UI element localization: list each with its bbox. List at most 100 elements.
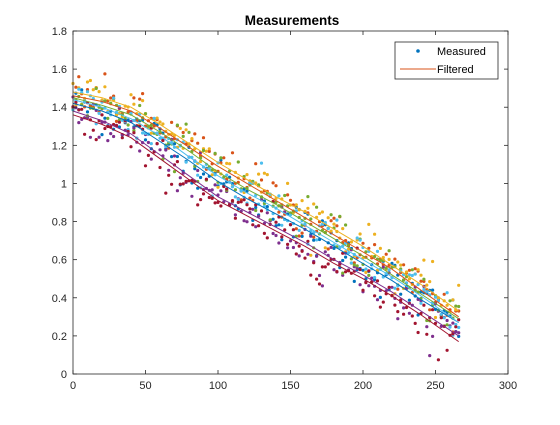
measured-point <box>419 279 423 283</box>
measured-point <box>236 200 240 204</box>
measured-point <box>74 85 78 89</box>
measured-point <box>300 199 304 203</box>
measured-point <box>410 268 414 272</box>
measured-point <box>416 282 420 287</box>
measured-point <box>233 216 237 220</box>
measured-point <box>199 159 203 164</box>
measured-point <box>225 187 229 191</box>
measured-point <box>94 138 98 142</box>
measured-point <box>410 273 414 278</box>
measured-point <box>149 157 153 161</box>
measured-point <box>274 233 278 238</box>
legend[interactable]: Measured Filtered <box>394 41 499 80</box>
measured-point <box>323 265 327 269</box>
measured-point <box>396 260 400 264</box>
measured-point <box>297 244 301 248</box>
measured-point <box>123 116 127 120</box>
measured-point <box>109 96 113 100</box>
measured-point <box>103 72 107 76</box>
measured-point <box>375 249 380 253</box>
measured-point <box>164 148 168 152</box>
measured-point <box>306 195 310 199</box>
measured-point <box>149 131 153 135</box>
measured-point <box>396 317 400 321</box>
measured-point <box>402 312 406 316</box>
measured-point <box>332 216 336 220</box>
measured-point <box>97 135 101 139</box>
measured-point <box>155 116 159 120</box>
measured-point <box>97 111 101 115</box>
measured-point <box>138 97 142 101</box>
measured-point <box>155 142 159 146</box>
measured-point <box>265 236 269 240</box>
measured-point <box>422 303 426 307</box>
measured-point <box>306 239 310 243</box>
measured-point <box>143 112 148 116</box>
measured-point <box>268 218 272 222</box>
measured-point <box>242 198 246 202</box>
measured-point <box>262 231 266 235</box>
measured-point <box>422 287 426 292</box>
measured-point <box>352 263 356 267</box>
legend-measured-marker <box>416 49 420 53</box>
measured-point <box>442 292 446 296</box>
measured-point <box>91 88 95 92</box>
measured-point <box>225 161 229 165</box>
measured-point <box>442 316 446 320</box>
y-tick-label: 1 <box>61 178 67 190</box>
measured-point <box>445 318 449 323</box>
measured-point <box>384 252 388 256</box>
measured-point <box>320 265 324 269</box>
measured-point <box>149 142 153 146</box>
y-tick-label: 0.4 <box>52 293 67 305</box>
measured-point <box>262 171 266 175</box>
measured-point <box>204 177 208 181</box>
measured-point <box>126 123 130 127</box>
measured-point <box>213 151 217 155</box>
measured-point <box>158 136 162 140</box>
measured-point <box>422 279 426 283</box>
measured-point <box>277 194 281 198</box>
measured-point <box>393 257 397 261</box>
measured-point <box>375 298 380 302</box>
measured-point <box>170 120 174 124</box>
measured-point <box>80 117 84 121</box>
measured-point <box>367 273 371 277</box>
measured-point <box>373 275 377 280</box>
measured-point <box>436 358 440 362</box>
measured-point <box>77 108 81 112</box>
measured-point <box>222 200 226 204</box>
measured-point <box>129 93 133 97</box>
measured-point <box>445 323 449 327</box>
measured-point <box>178 126 182 130</box>
measured-point <box>326 262 330 266</box>
measured-point <box>306 206 310 210</box>
measured-point <box>210 168 214 172</box>
measured-point <box>396 310 400 314</box>
measured-point <box>80 107 84 111</box>
measured-point <box>85 90 90 94</box>
measured-point <box>428 280 432 284</box>
measured-point <box>335 270 339 274</box>
measured-point <box>230 151 235 155</box>
measured-point <box>306 252 310 256</box>
measured-point <box>457 304 461 309</box>
measured-point <box>367 222 371 226</box>
measured-point <box>100 120 104 124</box>
measured-point <box>88 135 92 139</box>
measured-point <box>196 168 200 173</box>
measured-point <box>341 271 345 275</box>
measured-point <box>361 241 365 245</box>
measured-point <box>74 100 78 104</box>
measured-point <box>288 198 293 202</box>
measured-point <box>373 294 377 298</box>
measured-point <box>271 217 275 221</box>
measured-point <box>320 210 324 214</box>
measured-point <box>114 113 119 117</box>
measured-point <box>431 308 435 312</box>
measured-point <box>184 179 188 183</box>
measured-point <box>445 291 449 295</box>
measured-point <box>178 182 182 186</box>
measured-point <box>457 325 461 330</box>
measured-point <box>184 122 188 126</box>
